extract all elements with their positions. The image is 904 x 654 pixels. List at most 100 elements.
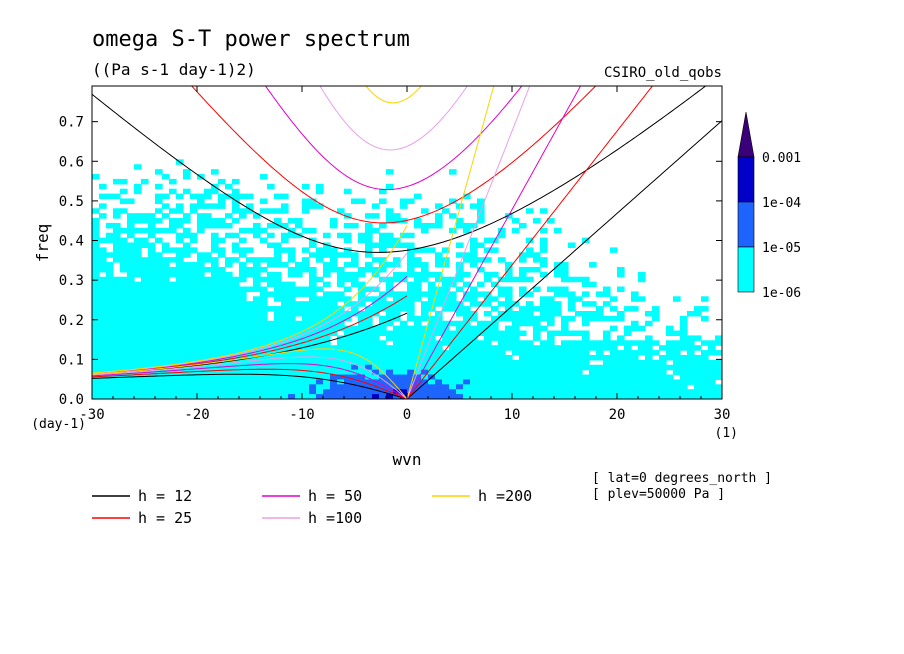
contour-cell	[526, 247, 534, 253]
contour-cell	[190, 247, 198, 253]
contour-cell	[393, 389, 401, 395]
contour-cell	[113, 296, 121, 302]
contour-cell	[477, 389, 485, 395]
contour-cell	[512, 350, 520, 356]
contour-cell	[162, 354, 170, 361]
contour-cell	[120, 301, 128, 307]
contour-cell	[582, 345, 590, 351]
contour-cell	[477, 281, 485, 288]
contour-cell	[596, 389, 604, 395]
contour-cell	[99, 359, 107, 366]
contour-cell	[477, 354, 485, 361]
contour-cell	[533, 389, 541, 395]
contour-cell	[141, 306, 149, 312]
contour-cell	[673, 369, 681, 376]
contour-cell	[358, 389, 366, 395]
contour-cell	[582, 315, 590, 322]
contour-cell	[288, 247, 296, 253]
contour-cell	[281, 325, 289, 332]
contour-cell	[540, 247, 548, 253]
contour-cell	[400, 374, 408, 381]
contour-cell	[288, 340, 296, 346]
contour-cell	[659, 389, 667, 395]
contour-cell	[106, 364, 114, 371]
contour-cell	[603, 330, 611, 337]
contour-cell	[190, 262, 198, 268]
contour-cell	[484, 291, 492, 297]
contour-cell	[617, 374, 625, 381]
contour-cell	[358, 359, 366, 366]
contour-cell	[533, 374, 541, 381]
contour-cell	[519, 276, 527, 283]
contour-cell	[694, 364, 702, 371]
contour-cell	[470, 296, 478, 302]
contour-cell	[386, 291, 394, 297]
contour-cell	[127, 310, 135, 317]
contour-cell	[274, 369, 282, 376]
contour-cell	[358, 374, 366, 381]
contour-cell	[176, 208, 184, 214]
contour-cell	[267, 276, 275, 283]
contour-cell	[169, 310, 177, 317]
contour-cell	[281, 359, 289, 366]
contour-cell	[379, 262, 387, 268]
contour-cell	[358, 301, 366, 307]
contour-cell	[414, 222, 422, 229]
contour-cell	[561, 325, 569, 332]
contour-cell	[127, 227, 135, 234]
contour-cell	[134, 335, 142, 341]
contour-cell	[302, 350, 310, 356]
contour-cell	[267, 354, 275, 361]
contour-cell	[302, 286, 310, 293]
contour-cell	[589, 379, 597, 385]
contour-cell	[204, 335, 212, 341]
contour-cell	[239, 266, 247, 273]
contour-cell	[232, 320, 240, 327]
contour-cell	[141, 301, 149, 307]
contour-cell	[505, 296, 513, 302]
contour-cell	[295, 310, 303, 317]
contour-cell	[218, 325, 226, 332]
contour-cell	[512, 218, 520, 224]
contour-cell	[316, 359, 324, 366]
contour-cell	[428, 359, 436, 366]
contour-cell	[505, 359, 513, 366]
contour-cell	[176, 247, 184, 253]
contour-cell	[582, 335, 590, 341]
contour-cell	[533, 364, 541, 371]
contour-cell	[421, 271, 429, 278]
contour-cell	[106, 271, 114, 278]
contour-cell	[253, 227, 261, 234]
contour-cell	[435, 325, 443, 332]
contour-cell	[204, 350, 212, 356]
dispersion-curve-h25-rossby	[92, 368, 408, 399]
contour-cell	[491, 335, 499, 341]
contour-cell	[295, 389, 303, 395]
contour-cell	[344, 276, 352, 283]
contour-cell	[232, 389, 240, 395]
contour-cell	[435, 301, 443, 307]
contour-cell	[400, 242, 408, 248]
contour-cell	[169, 335, 177, 341]
contour-cell	[344, 384, 352, 390]
contour-cell	[225, 335, 233, 341]
contour-cell	[610, 345, 618, 351]
contour-cell	[344, 222, 352, 229]
contour-cell	[267, 291, 275, 297]
contour-cell	[106, 384, 114, 390]
contour-cell	[309, 379, 317, 385]
contour-cell	[351, 384, 359, 390]
contour-cell	[582, 340, 590, 346]
contour-cell	[421, 301, 429, 307]
contour-cell	[498, 354, 506, 361]
contour-cell	[603, 379, 611, 385]
contour-cell	[540, 389, 548, 395]
contour-cell	[127, 218, 135, 224]
contour-cell	[477, 203, 485, 209]
contour-cell	[631, 394, 639, 399]
contour-cell	[162, 286, 170, 293]
contour-cell	[99, 306, 107, 312]
contour-cell	[505, 369, 513, 376]
contour-cell	[106, 286, 114, 293]
contour-cell	[302, 335, 310, 341]
